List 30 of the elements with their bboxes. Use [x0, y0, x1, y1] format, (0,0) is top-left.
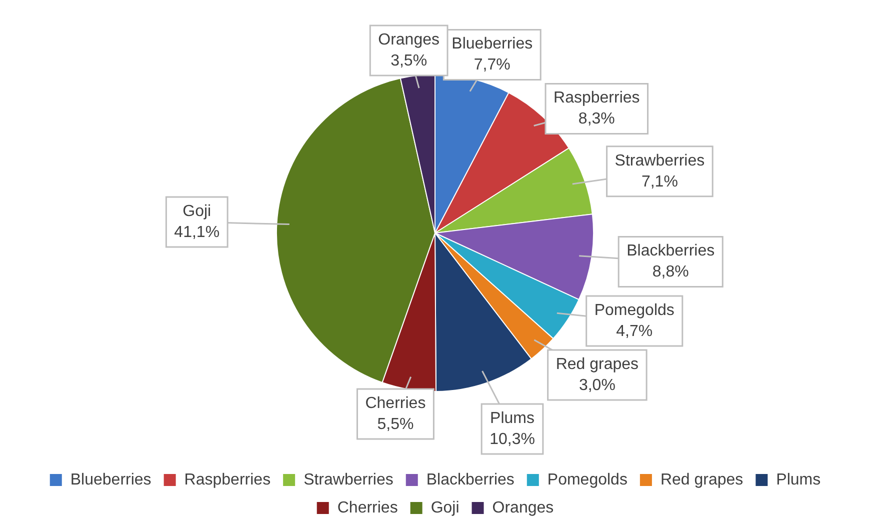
legend-label: Red grapes	[660, 471, 744, 488]
data-label: 3,5%	[390, 52, 428, 70]
data-label: 4,7%	[616, 322, 653, 340]
legend-label: Strawberries	[304, 471, 394, 488]
slice-label: Blackberries	[626, 242, 715, 260]
legend-label: Pomegolds	[547, 471, 628, 488]
slice-label: Oranges	[378, 31, 440, 48]
data-label: 7,1%	[641, 173, 678, 190]
slice-label: Blueberries	[452, 36, 533, 53]
legend-label: Plums	[776, 471, 821, 488]
slice-label: Strawberries	[614, 152, 705, 170]
slice-label: Cherries	[365, 394, 426, 412]
data-label: 8,3%	[578, 110, 615, 128]
slice-label: Goji	[182, 202, 212, 220]
slice-label: Red grapes	[556, 356, 639, 373]
legend-label: Oranges	[492, 499, 554, 516]
data-label: 10,3%	[490, 430, 535, 448]
data-label: 5,5%	[377, 416, 414, 433]
slice-label: Plums	[490, 410, 534, 427]
data-label: 3,0%	[578, 376, 616, 394]
legend-label: Blueberries	[70, 471, 152, 488]
legend-label: Cherries	[337, 499, 398, 516]
legend-label: Goji	[430, 499, 460, 516]
legend-label: Blackberries	[426, 471, 514, 488]
slice-label: Pomegolds	[594, 302, 674, 319]
slice-label: Raspberries	[554, 90, 640, 107]
data-label: 7,7%	[474, 56, 510, 74]
data-label: 8,8%	[652, 264, 689, 281]
legend-label: Raspberries	[184, 471, 271, 488]
data-label: 41,1%	[174, 224, 220, 241]
